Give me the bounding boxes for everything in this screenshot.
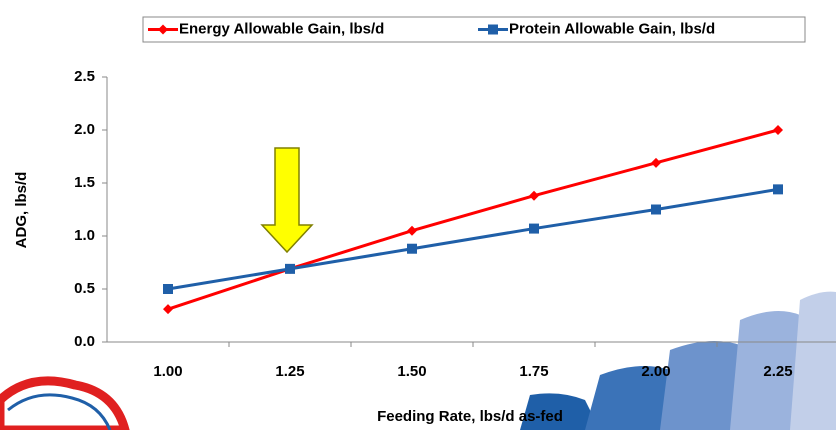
marker — [163, 304, 173, 314]
marker — [651, 158, 661, 168]
y-tick-label: 2.5 — [74, 68, 95, 85]
marker — [529, 224, 539, 234]
page: {"chart_data": {"type": "line", "x_label… — [0, 0, 836, 430]
y-tick-label: 1.0 — [74, 227, 95, 244]
marker — [773, 184, 783, 194]
chart: Energy Allowable Gain, lbs/d Protein Allo… — [0, 0, 836, 430]
x-tick-label: 2.00 — [641, 363, 670, 380]
marker — [651, 205, 661, 215]
x-tick-label: 1.75 — [519, 363, 548, 380]
series-line — [168, 130, 778, 309]
marker — [773, 125, 783, 135]
series-line — [168, 189, 778, 289]
y-tick-label: 0.0 — [74, 333, 95, 350]
legend-marker — [488, 25, 498, 35]
y-axis-title: ADG, lbs/d — [13, 172, 30, 249]
legend-label: Energy Allowable Gain, lbs/d — [179, 20, 384, 37]
y-tick-label: 0.5 — [74, 280, 95, 297]
marker — [407, 226, 417, 236]
y-tick-label: 2.0 — [74, 121, 95, 138]
marker — [407, 244, 417, 254]
y-tick-label: 1.5 — [74, 174, 95, 191]
x-axis-title: Feeding Rate, lbs/d as-fed — [377, 408, 563, 425]
x-tick-label: 2.25 — [763, 363, 792, 380]
marker — [163, 284, 173, 294]
x-tick-label: 1.25 — [275, 363, 304, 380]
marker — [285, 264, 295, 274]
marker — [529, 191, 539, 201]
arrow — [262, 148, 312, 252]
x-tick-label: 1.50 — [397, 363, 426, 380]
legend-label: Protein Allowable Gain, lbs/d — [509, 20, 715, 37]
x-tick-label: 1.00 — [153, 363, 182, 380]
